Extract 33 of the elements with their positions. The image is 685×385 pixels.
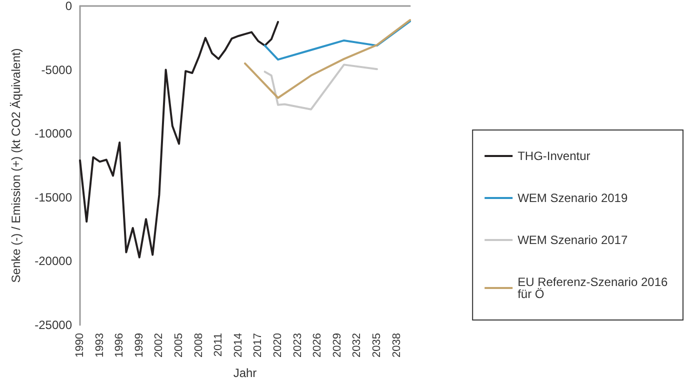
x-tick-label: 2011 <box>212 333 225 357</box>
y-tick-label: 0 <box>65 0 72 13</box>
x-tick-label: 2020 <box>272 333 284 358</box>
y-axis-title: Senke (-) / Emission (+) (kt CO2 Äquivalent) <box>9 48 23 283</box>
x-tick-label: 2038 <box>390 333 403 358</box>
x-tick-label: 2032 <box>351 333 364 358</box>
x-axis-title: Jahr <box>233 366 257 380</box>
x-tick-label: 1990 <box>74 333 86 358</box>
line-series <box>79 20 279 258</box>
x-tick-label: 1993 <box>94 333 106 358</box>
x-tick-label: 2002 <box>153 333 166 358</box>
x-tick-label: 2023 <box>292 333 304 358</box>
x-tick-label: 2035 <box>371 333 383 358</box>
x-tick-label: 2008 <box>192 333 205 358</box>
line-series <box>264 64 378 110</box>
legend-label: WEM Szenario 2017 <box>518 233 628 247</box>
y-tick-label: -5000 <box>41 62 72 77</box>
x-tick-label: 2026 <box>312 333 324 358</box>
x-tick-label: 1996 <box>114 333 126 358</box>
y-tick-label: -20000 <box>34 254 72 268</box>
y-tick-label: -15000 <box>34 190 72 204</box>
x-tick-label: 1999 <box>133 333 146 358</box>
legend-label: THG-Inventur <box>518 149 590 163</box>
line-series <box>264 20 411 61</box>
legend-label: WEM Szenario 2019 <box>518 191 628 205</box>
x-tick-label: 2005 <box>173 333 185 358</box>
y-tick-label: -10000 <box>34 126 72 141</box>
line-series <box>244 19 411 99</box>
y-tick-label: -25000 <box>34 318 72 332</box>
x-tick-label: 2017 <box>252 333 264 358</box>
x-tick-label: 2014 <box>232 333 244 358</box>
x-tick-label: 2029 <box>331 333 344 358</box>
legend-label: EU Referenz-Szenario 2016 für Ö <box>518 275 672 301</box>
